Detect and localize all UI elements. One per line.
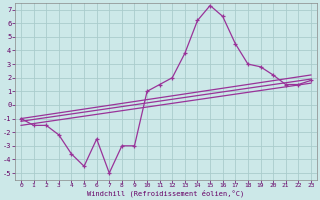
X-axis label: Windchill (Refroidissement éolien,°C): Windchill (Refroidissement éolien,°C) <box>87 190 244 197</box>
